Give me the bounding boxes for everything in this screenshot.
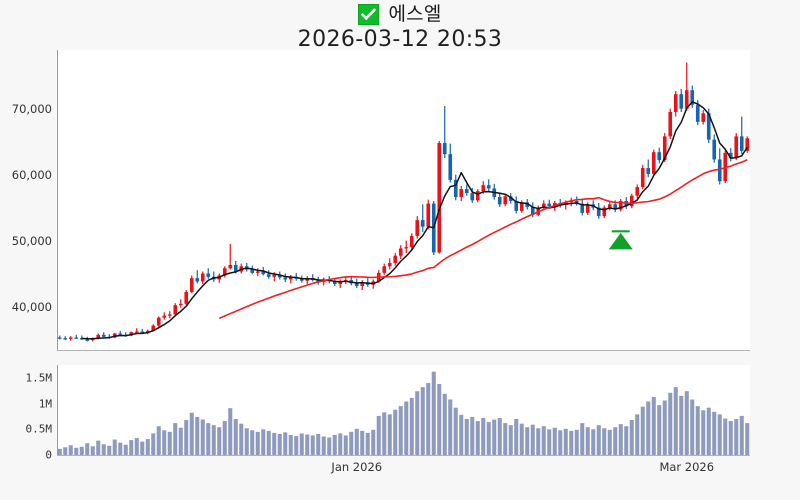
- volume-y-tick: 1M: [38, 397, 52, 411]
- timestamp-label: 2026-03-12 20:53: [297, 27, 503, 52]
- title-row: 에스엘: [0, 2, 800, 26]
- page-title: 에스엘: [388, 2, 442, 25]
- green-check-icon: [358, 3, 380, 25]
- x-axis-tick: Mar 2026: [659, 460, 715, 474]
- price-y-tick: 40,000: [11, 300, 52, 315]
- price-y-axis: 40,000 50,000 60,000 70,000: [0, 0, 52, 500]
- price-chart-panel: [57, 50, 750, 350]
- volume-panel-baseline: [57, 455, 750, 456]
- volume-chart-panel: [57, 365, 750, 455]
- price-y-tick: 50,000: [11, 234, 52, 249]
- price-panel-baseline: [57, 350, 750, 351]
- price-y-tick: 70,000: [11, 102, 52, 117]
- volume-y-axis: 0 0.5M 1M 1.5M: [0, 0, 53, 500]
- volume-y-tick: 0: [45, 448, 52, 462]
- volume-y-tick: 0.5M: [25, 422, 53, 436]
- x-axis-tick: Jan 2026: [331, 460, 383, 474]
- volume-y-tick: 1.5M: [25, 371, 53, 385]
- price-y-tick: 60,000: [11, 168, 52, 183]
